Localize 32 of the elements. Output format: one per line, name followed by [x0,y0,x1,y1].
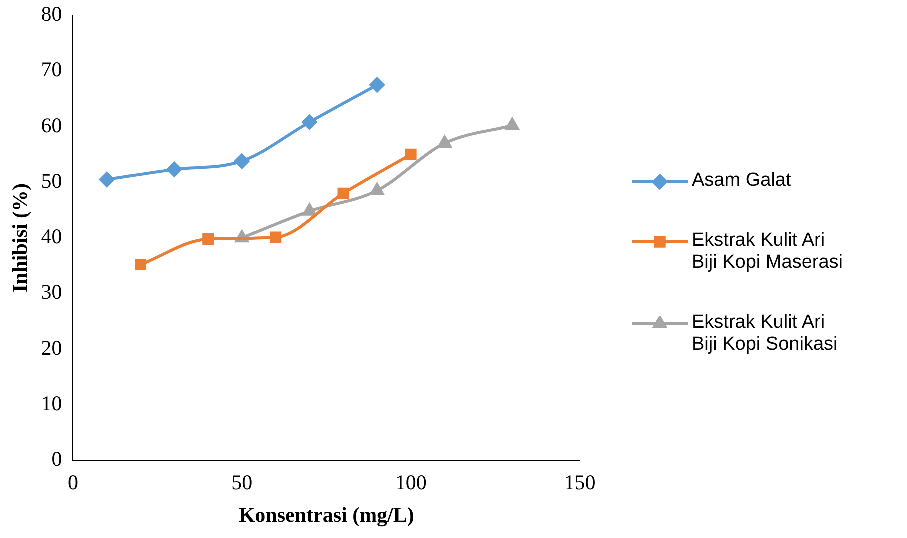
x-axis-title: Konsentrasi (mg/L) [238,502,414,527]
point [506,118,520,130]
x-tick-label: 100 [395,470,427,495]
y-tick-label: 40 [41,224,62,249]
point [370,183,384,196]
point [338,188,350,200]
x-tick-label: 0 [68,470,78,495]
point [370,78,385,93]
y-tick-label: 10 [41,391,62,416]
y-tick-label: 70 [41,58,62,82]
y-tick-label: 80 [41,2,62,26]
legend-label: Ekstrak Kulit Ari Biji Kopi Sonikasi [692,312,839,356]
y-tick-label: 20 [41,336,62,360]
point [202,233,214,245]
legend-label: Ekstrak Kulit Ari Biji Kopi Maserasi [692,230,844,274]
y-axis-title: Inhibisi (%) [8,184,32,293]
point [270,232,282,244]
y-tick-label: 50 [41,168,62,193]
point [405,148,417,160]
point [167,162,182,178]
y-tick-label: 60 [41,113,62,138]
x-tick-label: 150 [564,470,596,495]
point [303,204,316,216]
y-tick-label: 0 [52,447,62,472]
x-tick-label: 50 [232,470,253,495]
point [135,259,147,271]
point [438,136,452,148]
point [234,154,250,169]
y-tick-label: 30 [41,280,62,304]
point [99,172,114,188]
point [302,114,318,130]
legend-label: Asam Galat [692,170,792,192]
